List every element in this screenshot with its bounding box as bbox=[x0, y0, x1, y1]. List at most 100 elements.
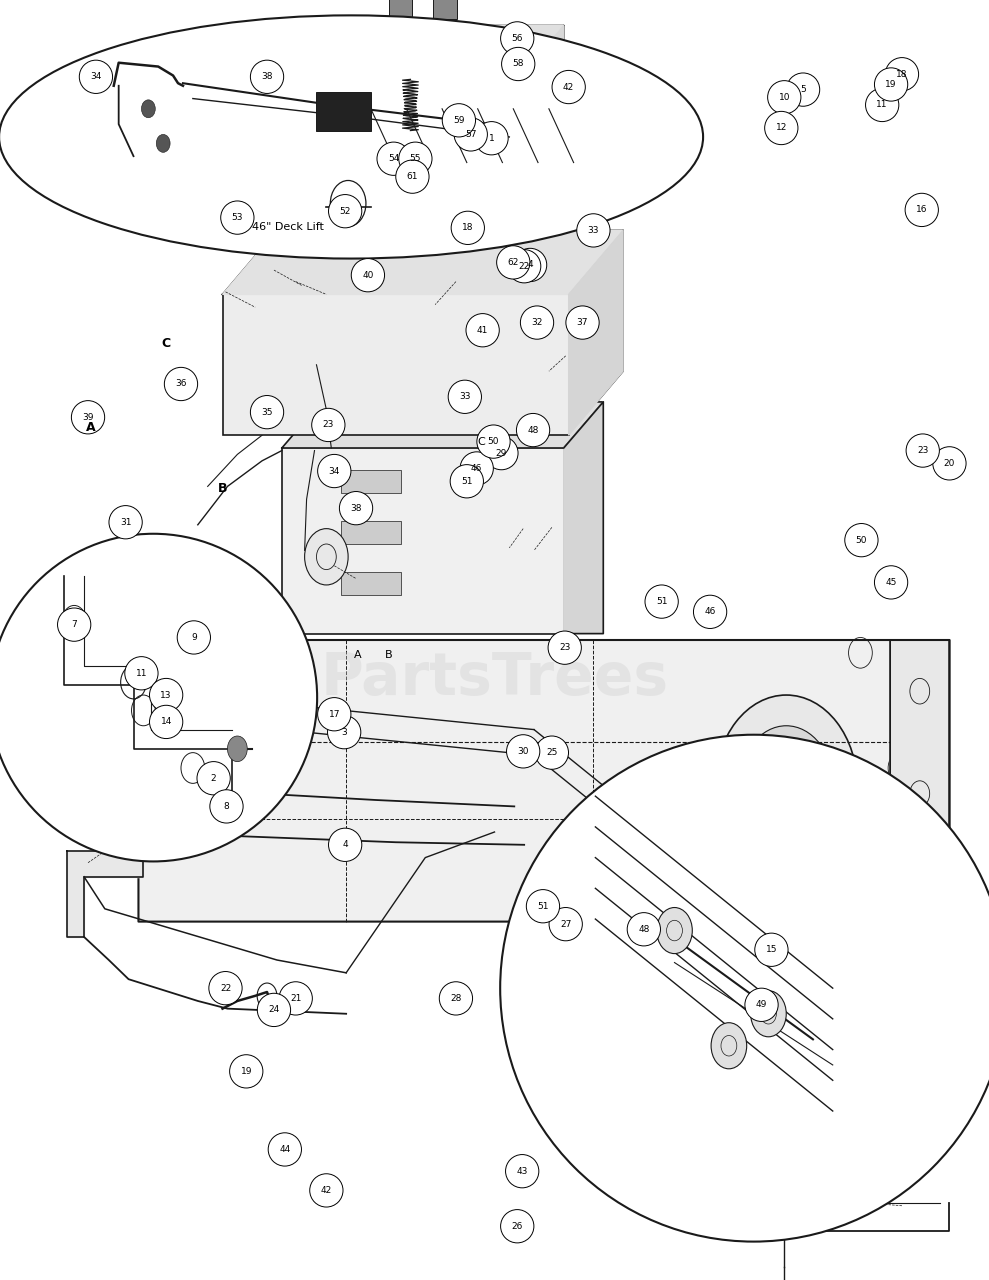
Text: 61: 61 bbox=[406, 172, 418, 182]
Text: 55: 55 bbox=[409, 154, 421, 164]
Circle shape bbox=[657, 908, 692, 954]
Text: 2: 2 bbox=[211, 773, 217, 783]
Text: B: B bbox=[218, 483, 227, 495]
Text: 31: 31 bbox=[120, 517, 132, 527]
Bar bbox=[316, 92, 371, 131]
Ellipse shape bbox=[377, 142, 410, 175]
Circle shape bbox=[711, 1023, 747, 1069]
Ellipse shape bbox=[535, 736, 569, 769]
Ellipse shape bbox=[526, 890, 560, 923]
Ellipse shape bbox=[317, 454, 351, 488]
Text: 32: 32 bbox=[531, 317, 543, 328]
Ellipse shape bbox=[627, 913, 661, 946]
Polygon shape bbox=[69, 742, 119, 832]
Ellipse shape bbox=[906, 434, 940, 467]
Bar bbox=[282, 448, 564, 634]
Polygon shape bbox=[504, 26, 564, 218]
Bar bbox=[433, 0, 457, 19]
Ellipse shape bbox=[312, 408, 345, 442]
Bar bbox=[302, 179, 391, 215]
Text: 42: 42 bbox=[320, 1185, 332, 1196]
Bar bbox=[341, 572, 401, 595]
Ellipse shape bbox=[786, 73, 820, 106]
Text: 20: 20 bbox=[944, 458, 955, 468]
Text: 16: 16 bbox=[916, 205, 928, 215]
Text: C: C bbox=[161, 337, 171, 349]
Text: 51: 51 bbox=[537, 901, 549, 911]
Ellipse shape bbox=[250, 60, 284, 93]
Text: 41: 41 bbox=[477, 325, 489, 335]
Ellipse shape bbox=[71, 401, 105, 434]
Ellipse shape bbox=[475, 122, 508, 155]
Circle shape bbox=[710, 951, 858, 1143]
Ellipse shape bbox=[257, 993, 291, 1027]
Ellipse shape bbox=[450, 465, 484, 498]
Ellipse shape bbox=[125, 657, 158, 690]
Ellipse shape bbox=[566, 306, 599, 339]
Text: 4: 4 bbox=[527, 260, 533, 270]
Ellipse shape bbox=[507, 250, 541, 283]
Text: 37: 37 bbox=[577, 317, 588, 328]
Ellipse shape bbox=[548, 631, 582, 664]
Text: 42: 42 bbox=[563, 82, 575, 92]
Text: 23: 23 bbox=[917, 445, 929, 456]
Text: 56: 56 bbox=[511, 33, 523, 44]
Text: 35: 35 bbox=[261, 407, 273, 417]
Ellipse shape bbox=[745, 988, 778, 1021]
Ellipse shape bbox=[845, 524, 878, 557]
Polygon shape bbox=[890, 640, 949, 909]
Ellipse shape bbox=[520, 306, 554, 339]
Bar bbox=[341, 521, 401, 544]
Text: 58: 58 bbox=[512, 59, 524, 69]
Bar bbox=[307, 96, 504, 218]
Text: 34: 34 bbox=[90, 72, 102, 82]
Text: 44: 44 bbox=[279, 1144, 291, 1155]
Ellipse shape bbox=[516, 413, 550, 447]
Ellipse shape bbox=[221, 201, 254, 234]
Text: 38: 38 bbox=[350, 503, 362, 513]
Circle shape bbox=[735, 983, 834, 1111]
Ellipse shape bbox=[500, 1210, 534, 1243]
Ellipse shape bbox=[197, 762, 230, 795]
Ellipse shape bbox=[229, 1055, 263, 1088]
Text: 39: 39 bbox=[82, 412, 94, 422]
Ellipse shape bbox=[764, 111, 798, 145]
Ellipse shape bbox=[0, 15, 703, 259]
Text: 15: 15 bbox=[765, 945, 777, 955]
Ellipse shape bbox=[772, 1148, 796, 1161]
Text: 23: 23 bbox=[559, 643, 571, 653]
Text: 17: 17 bbox=[328, 709, 340, 719]
Polygon shape bbox=[138, 640, 949, 922]
Text: B: B bbox=[385, 650, 393, 660]
Ellipse shape bbox=[513, 248, 547, 282]
Text: 52: 52 bbox=[339, 206, 351, 216]
Ellipse shape bbox=[339, 492, 373, 525]
Ellipse shape bbox=[460, 452, 494, 485]
Circle shape bbox=[769, 1028, 799, 1066]
Text: 36: 36 bbox=[175, 379, 187, 389]
Text: 24: 24 bbox=[268, 1005, 280, 1015]
Polygon shape bbox=[67, 851, 143, 937]
Text: 7: 7 bbox=[71, 620, 77, 630]
Text: 33: 33 bbox=[587, 225, 599, 236]
Ellipse shape bbox=[477, 425, 510, 458]
Text: 21: 21 bbox=[290, 993, 302, 1004]
Ellipse shape bbox=[57, 608, 91, 641]
Text: 38: 38 bbox=[261, 72, 273, 82]
Text: 5: 5 bbox=[800, 84, 806, 95]
Text: 62: 62 bbox=[507, 257, 519, 268]
Ellipse shape bbox=[772, 1167, 796, 1180]
Polygon shape bbox=[307, 26, 564, 96]
Polygon shape bbox=[569, 230, 623, 435]
Ellipse shape bbox=[885, 58, 919, 91]
Ellipse shape bbox=[451, 211, 485, 244]
Ellipse shape bbox=[549, 908, 583, 941]
Ellipse shape bbox=[149, 705, 183, 739]
Text: 40: 40 bbox=[362, 270, 374, 280]
Text: 59: 59 bbox=[453, 115, 465, 125]
Text: 18: 18 bbox=[896, 69, 908, 79]
Text: 11: 11 bbox=[876, 100, 888, 110]
Polygon shape bbox=[282, 402, 603, 448]
Circle shape bbox=[715, 695, 857, 879]
Text: A: A bbox=[354, 650, 362, 660]
